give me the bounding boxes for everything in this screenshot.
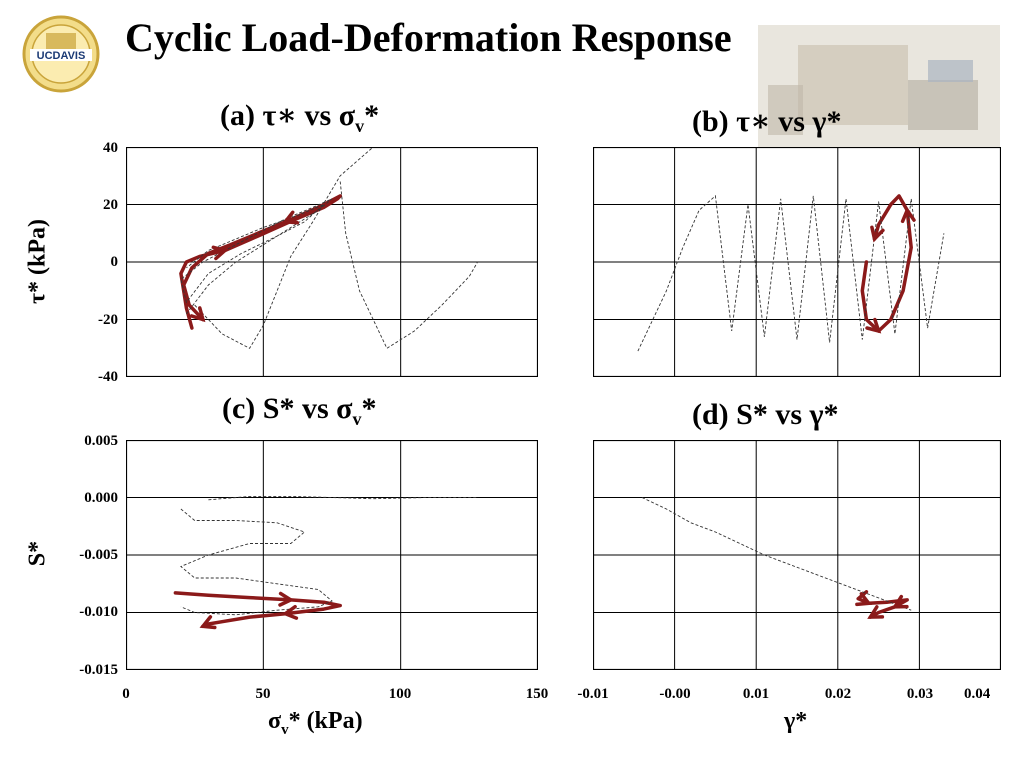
direction-arrow	[900, 206, 916, 224]
highlighted-cycle-curve	[179, 194, 342, 330]
direction-arrow	[855, 592, 873, 607]
panel-d-title: (d) S* vs γ*	[692, 398, 839, 431]
panel-a-title: (a) τ∗ vs σv*	[220, 99, 380, 136]
ucdavis-logo: UCDAVIS	[22, 15, 100, 93]
tau-tick-label: -40	[98, 369, 118, 385]
s-axis-label: S*	[24, 540, 51, 567]
highlighted-cycle-curve	[173, 591, 342, 629]
gamma-tick-label: 0.01	[742, 686, 770, 702]
gamma-tick-label: 0.04	[964, 686, 991, 702]
direction-arrow	[867, 605, 885, 619]
plot-b	[593, 147, 1001, 377]
dashed-response-curve	[339, 181, 478, 349]
s-tick-label: 0.005	[84, 433, 118, 449]
tau-tick-label: 0	[110, 254, 119, 270]
logo-text: UCDAVIS	[37, 50, 86, 62]
direction-arrow	[281, 210, 300, 225]
tau-axis-label: τ* (kPa)	[24, 218, 51, 305]
direction-arrow	[211, 245, 229, 261]
plot-d	[593, 440, 1001, 670]
highlighted-cycle-curve	[860, 194, 913, 333]
sigma-tick-label: 100	[388, 686, 412, 702]
s-tick-label: -0.010	[79, 604, 118, 620]
plot-c	[126, 440, 538, 670]
sigma-tick-label: 150	[525, 686, 549, 702]
gamma-tick-label: -0.00	[659, 686, 691, 702]
direction-arrow	[278, 591, 295, 607]
direction-arrow	[870, 225, 885, 243]
s-tick-label: -0.015	[79, 662, 118, 678]
dashed-response-curve	[194, 147, 374, 349]
direction-arrow	[199, 615, 217, 630]
chart-c-svg	[126, 440, 538, 670]
dashed-response-curve	[641, 497, 912, 611]
sigma-tick-label: 50	[255, 686, 271, 702]
tau-tick-label: 40	[103, 140, 118, 156]
direction-arrow	[865, 317, 882, 334]
sigma-tick-label: 0	[122, 686, 130, 702]
plot-a	[126, 147, 538, 377]
page-title: Cyclic Load-Deformation Response	[125, 15, 732, 60]
panel-b-title: (b) τ∗ vs γ*	[692, 105, 842, 138]
gamma-tick-label: 0.02	[824, 686, 852, 702]
gamma-tick-label: -0.01	[577, 686, 609, 702]
gamma-axis-label: γ*	[784, 708, 808, 734]
direction-arrow	[189, 306, 206, 323]
equipment-photo	[758, 25, 1000, 147]
dashed-response-curve	[208, 495, 478, 501]
chart-a-svg	[126, 147, 538, 377]
panel-c-title: (c) S* vs σv*	[222, 392, 377, 429]
chart-b-svg	[593, 147, 1001, 377]
s-tick-label: -0.005	[79, 547, 118, 563]
tau-tick-label: -20	[98, 312, 118, 328]
direction-arrow	[281, 604, 299, 620]
dashed-response-curve	[180, 198, 333, 315]
sigma-axis-label: σv* (kPa)	[268, 708, 363, 738]
s-tick-label: 0.000	[84, 490, 118, 506]
chart-d-svg	[593, 440, 1001, 670]
dashed-response-curve	[637, 194, 945, 352]
gamma-tick-label: 0.03	[906, 686, 934, 702]
dashed-response-curve	[180, 508, 333, 616]
direction-arrow	[891, 594, 909, 609]
tau-tick-label: 20	[103, 197, 118, 213]
